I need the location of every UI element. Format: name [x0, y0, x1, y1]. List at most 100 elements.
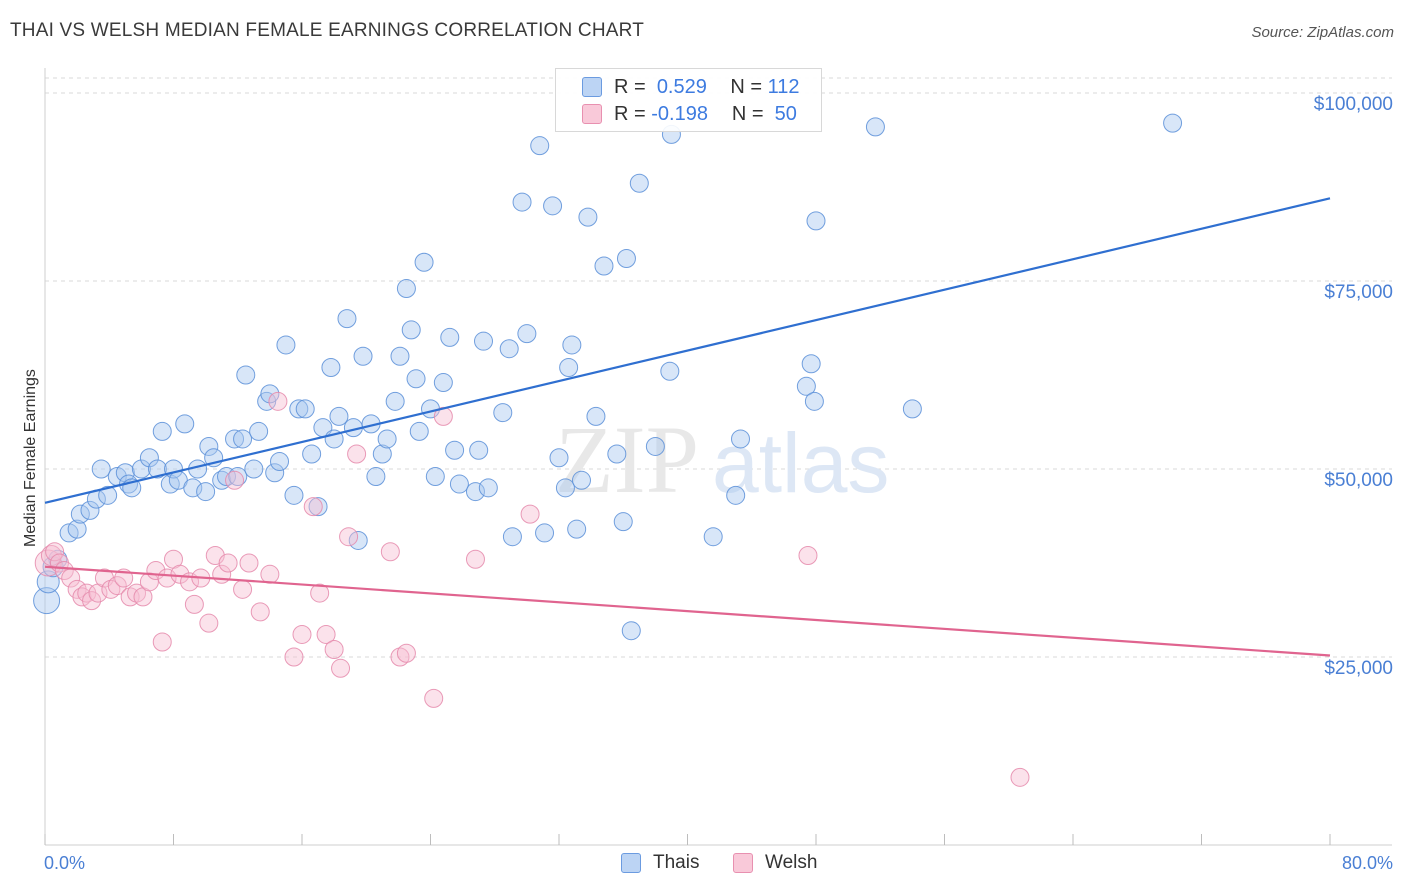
legend-r-value-welsh: -0.198 — [651, 102, 708, 125]
thais-point — [796, 376, 816, 396]
series-thais — [33, 113, 1183, 641]
welsh-point — [316, 624, 336, 644]
thais-point — [555, 478, 575, 498]
welsh-point — [520, 504, 540, 524]
welsh-point — [303, 497, 323, 517]
thais-point — [578, 207, 598, 227]
bottom-legend-label-welsh: Welsh — [765, 852, 818, 873]
thais-point — [607, 444, 627, 464]
thais-point — [567, 519, 587, 539]
thais-point — [465, 482, 485, 502]
watermark-zip: ZIP — [555, 406, 699, 513]
thais-point — [703, 527, 723, 547]
legend-n-label: N = — [730, 75, 763, 98]
x-tick-label-max: 80.0% — [1342, 853, 1393, 873]
trend-lines — [44, 197, 1331, 657]
legend-r-value-thais: 0.529 — [656, 75, 707, 98]
thais-point — [731, 429, 751, 449]
thais-trend-line — [44, 197, 1331, 504]
thais-point — [543, 196, 563, 216]
welsh-point — [260, 564, 280, 584]
thais-point — [270, 452, 290, 471]
thais-point — [236, 365, 256, 385]
thais-point — [449, 474, 469, 494]
thais-point — [645, 436, 665, 456]
welsh-point — [239, 553, 259, 573]
source-label: Source: ZipAtlas.com — [1251, 24, 1394, 41]
welsh-point — [310, 583, 330, 603]
thais-point — [265, 463, 285, 483]
thais-point — [329, 406, 349, 426]
thais-point — [1163, 113, 1183, 133]
thais-point — [67, 519, 87, 539]
thais-point — [478, 478, 498, 498]
thais-point — [865, 117, 885, 137]
welsh-point — [396, 643, 416, 663]
chart-title: THAI VS WELSH MEDIAN FEMALE EARNINGS COR… — [10, 20, 645, 41]
bottom-legend-thais[interactable]: Thais — [621, 852, 699, 874]
legend-n-value-thais: 112 — [767, 75, 800, 98]
thais-point — [502, 527, 522, 547]
welsh-point — [233, 579, 253, 599]
welsh-trend-line — [44, 565, 1331, 657]
bottom-legend-welsh[interactable]: Welsh — [733, 852, 817, 874]
thais-point — [469, 440, 489, 460]
thais-point — [284, 485, 304, 505]
thais-point — [385, 391, 405, 411]
thais-point — [348, 530, 368, 550]
thais-point — [249, 421, 269, 441]
welsh-point — [798, 545, 818, 565]
watermark: ZIP atlas — [555, 406, 889, 513]
series-welsh — [34, 391, 1030, 787]
welsh-point — [465, 549, 485, 569]
thais-point — [396, 279, 416, 299]
thais-point — [390, 346, 410, 366]
thais-point — [131, 459, 151, 479]
y-tick-label: $75,000 — [1324, 282, 1393, 303]
thais-point — [806, 211, 826, 231]
thais-point — [512, 192, 532, 212]
bottom-legend: Thais Welsh — [0, 852, 1406, 876]
thais-point — [594, 256, 614, 276]
thais-point — [80, 500, 100, 520]
thais-point — [517, 324, 537, 344]
thais-point — [152, 421, 172, 441]
welsh-point — [339, 527, 359, 547]
welsh-point — [45, 542, 65, 562]
thais-point — [804, 391, 824, 411]
thais-point — [474, 331, 494, 351]
bottom-legend-label-thais: Thais — [653, 852, 700, 873]
thais-point — [571, 470, 591, 490]
welsh-point — [390, 647, 410, 667]
thais-point — [801, 354, 821, 374]
thais-point — [499, 339, 519, 359]
thais-point — [175, 414, 195, 434]
legend-swatch-welsh — [582, 104, 602, 124]
welsh-point — [380, 542, 400, 562]
axes — [44, 68, 1392, 846]
thais-point — [33, 587, 61, 615]
thais-point — [228, 467, 248, 487]
thais-point — [549, 448, 569, 468]
thais-point — [425, 467, 445, 487]
thais-point — [260, 384, 280, 404]
welsh-point — [1010, 767, 1030, 787]
thais-point — [433, 373, 453, 393]
thais-point — [233, 429, 253, 449]
thais-point — [414, 252, 434, 272]
welsh-point — [184, 594, 204, 614]
thais-point — [377, 429, 397, 449]
thais-point — [616, 248, 636, 268]
legend-r-label: R = — [614, 75, 646, 98]
welsh-point — [199, 613, 219, 633]
y-axis-label: Median Female Earnings — [22, 369, 39, 547]
bottom-legend-swatch-welsh — [733, 853, 753, 873]
correlation-legend: R = 0.529 N = 112 R = -0.198 N = 50 — [555, 68, 822, 132]
thais-point — [199, 436, 219, 456]
legend-n-value-welsh: 50 — [774, 102, 797, 125]
welsh-point — [347, 444, 367, 464]
welsh-point — [157, 568, 177, 588]
y-tick-label: $100,000 — [1314, 94, 1393, 115]
bottom-legend-swatch-thais — [621, 853, 641, 873]
